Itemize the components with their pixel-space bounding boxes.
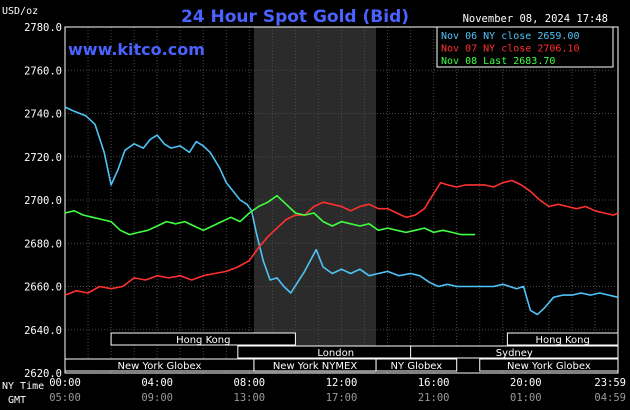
date-stamp: November 08, 2024 17:48: [463, 13, 608, 25]
x-gmt-label: GMT: [8, 395, 26, 406]
market-session-label: Hong Kong: [536, 335, 590, 346]
x-tick-label-ny: 12:00: [326, 377, 358, 389]
plot-frame: [64, 26, 619, 374]
y-tick-label: 2660.0: [24, 282, 62, 294]
site-url: www.kitco.com: [68, 40, 205, 59]
market-session-bar: [410, 345, 619, 359]
x-tick-label-gmt: 17:00: [326, 392, 358, 404]
x-tick-label-gmt: 13:00: [234, 392, 266, 404]
y-tick-label: 2620.0: [24, 368, 62, 380]
y-tick-label: 2780.0: [24, 22, 62, 34]
y-tick-labels: 2780.0 2760.0 2740.0 2720.0 2700.0 2680.0 2660…: [24, 22, 62, 380]
x-tick-labels: 00:00 05:00 04:00 09:00 08:00 13:00 12:00 17:00…: [49, 377, 626, 404]
nymex-band-layer: [253, 27, 377, 373]
y-tick-label: 2640.0: [24, 325, 62, 337]
market-session-bar: [375, 358, 458, 372]
market-session-label: New York NYMEX: [273, 361, 358, 372]
series-line-2: [64, 194, 476, 236]
market-session-bar: [479, 358, 619, 372]
market-session-label: New York Globex: [118, 361, 202, 372]
x-tick-label-gmt: 21:00: [418, 392, 450, 404]
x-tick-label-ny: 16:00: [418, 377, 450, 389]
y-tick-label: 2740.0: [24, 109, 62, 121]
x-tick-label-ny: 08:00: [234, 377, 266, 389]
x-tick-label-ny: 04:00: [141, 377, 173, 389]
x-tick-label-ny: 00:00: [49, 377, 81, 389]
x-tick-label-ny: 23:59: [594, 377, 626, 389]
x-tick-label-ny: 20:00: [510, 377, 542, 389]
market-session-label: NY Globex: [391, 361, 443, 372]
market-session-label: New York Globex: [507, 361, 591, 372]
market-sessions: Hong Kong Hong Kong London Sydney New York G…: [64, 332, 619, 372]
legend-entry: Nov 07 NY close 2706.10: [441, 44, 579, 55]
legend-box: [436, 26, 614, 68]
legend-entry: Nov 08 Last 2683.70: [441, 56, 555, 67]
y-unit-label: USD/oz: [2, 6, 38, 17]
nymex-session-band: [253, 27, 377, 373]
y-tick-label: 2720.0: [24, 152, 62, 164]
legend: Nov 06 NY close 2659.00 Nov 07 NY close 2…: [436, 26, 614, 68]
market-session-bar: [110, 332, 296, 346]
market-session-label: Sydney: [496, 348, 533, 359]
y-tick-label: 2760.0: [24, 65, 62, 77]
legend-entry: Nov 06 NY close 2659.00: [441, 31, 579, 42]
x-tick-label-gmt: 04:59: [594, 392, 626, 404]
market-session-bar: [506, 332, 619, 346]
y-tick-label: 2680.0: [24, 238, 62, 250]
series-line-0: [64, 106, 619, 316]
market-session-label: London: [317, 348, 354, 359]
x-ny-time-label: NY Time: [2, 381, 44, 392]
market-session-label: Hong Kong: [176, 335, 230, 346]
x-tick-label-gmt: 01:00: [510, 392, 542, 404]
series-lines: [64, 106, 619, 316]
series-line-1: [64, 179, 619, 296]
y-tick-label: 2700.0: [24, 195, 62, 207]
grid-layer: [65, 26, 618, 374]
x-tick-label-gmt: 05:00: [49, 392, 81, 404]
x-tick-label-gmt: 09:00: [141, 392, 173, 404]
chart-title: 24 Hour Spot Gold (Bid): [181, 7, 409, 27]
